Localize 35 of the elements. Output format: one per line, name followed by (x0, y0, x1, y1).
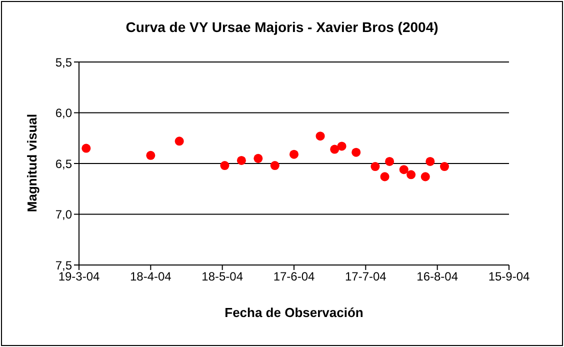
point (420, 172, 430, 182)
point (146, 150, 156, 160)
point (289, 150, 299, 159)
y-tick-label: 7,0 (55, 208, 72, 222)
point (270, 161, 280, 170)
chart-title: Curva de VY Ursae Majoris - Xavier Bros (2004) (124, 19, 440, 35)
point (236, 156, 246, 165)
x-tick-label: 17-6-04 (273, 270, 315, 284)
y-tick-label: 5,5 (55, 55, 72, 70)
point (352, 148, 361, 157)
point (316, 132, 325, 141)
y-tick-label: 6,5 (55, 156, 72, 171)
y-tick-label: 7,5 (55, 258, 72, 272)
x-tick-label: 18-4-04 (130, 270, 172, 284)
x-tick-label: 16-8-04 (416, 270, 458, 284)
point (440, 162, 450, 172)
point (370, 162, 380, 172)
x-tick-label: 17-7-04 (344, 270, 387, 284)
x-tick-label: 18-5-04 (202, 270, 244, 284)
x-axis-title: Fecha de Observación (224, 305, 364, 320)
y-axis-title: Magnitud visual (24, 114, 40, 212)
x-tick-label: 15-9-04 (488, 270, 530, 284)
point (82, 144, 91, 153)
x-tick-label: 19-3-04 (58, 270, 100, 284)
point (174, 136, 184, 146)
point (406, 170, 416, 180)
point (254, 154, 263, 163)
point (399, 165, 408, 174)
point (337, 142, 346, 151)
point (380, 172, 390, 182)
point (426, 156, 435, 166)
point (330, 144, 340, 154)
point (220, 161, 230, 170)
point (385, 156, 394, 166)
y-tick-label: 6,0 (55, 106, 72, 120)
